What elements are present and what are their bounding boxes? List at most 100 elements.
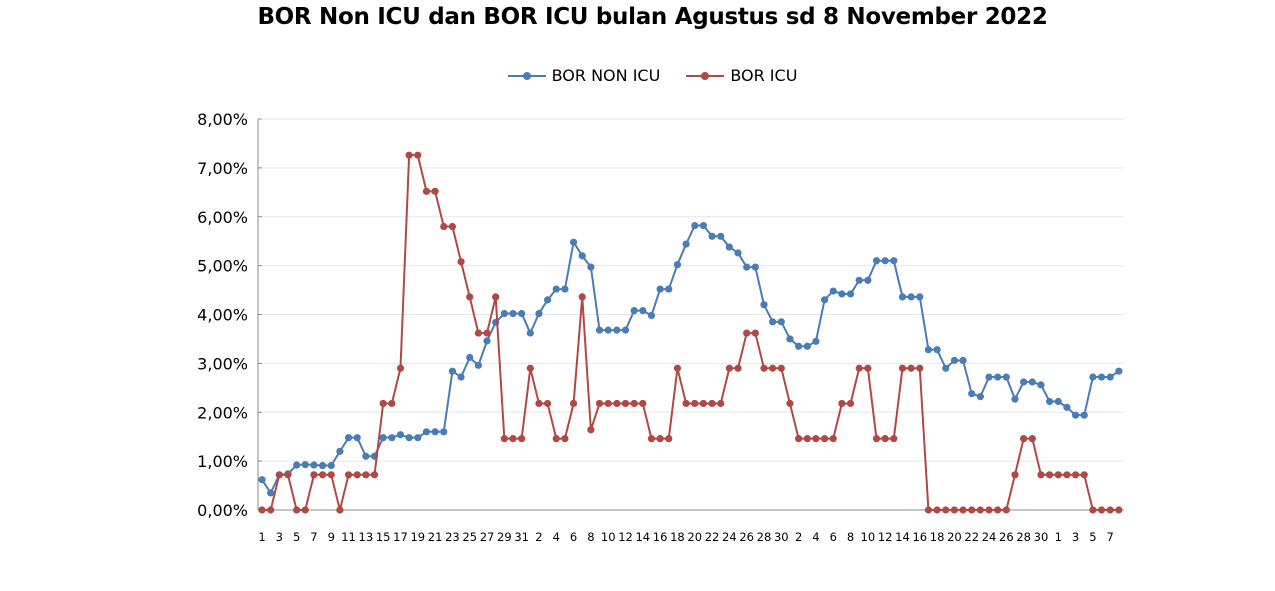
data-point-bor-non-icu bbox=[864, 276, 872, 284]
data-point-bor-non-icu bbox=[457, 373, 465, 381]
data-point-bor-non-icu bbox=[777, 318, 785, 326]
x-tick-label: 28 bbox=[757, 530, 772, 544]
x-tick-label: 30 bbox=[774, 530, 789, 544]
x-tick-label: 20 bbox=[687, 530, 702, 544]
data-point-bor-non-icu bbox=[924, 346, 933, 354]
x-tick-label: 23 bbox=[445, 530, 460, 544]
data-point-bor-non-icu bbox=[760, 301, 768, 309]
series-line-bor-icu bbox=[262, 154, 1119, 511]
data-point-bor-icu bbox=[613, 399, 621, 408]
data-point-bor-icu bbox=[994, 506, 1002, 514]
data-point-bor-non-icu bbox=[1097, 373, 1106, 381]
data-point-bor-non-icu bbox=[1011, 395, 1019, 403]
data-point-bor-non-icu bbox=[673, 261, 682, 269]
data-point-bor-icu bbox=[708, 399, 716, 408]
data-point-bor-non-icu bbox=[846, 290, 855, 298]
data-point-bor-icu bbox=[743, 329, 751, 337]
data-point-bor-non-icu bbox=[466, 353, 474, 362]
data-point-bor-icu bbox=[544, 399, 552, 408]
data-point-bor-icu bbox=[769, 364, 777, 372]
data-point-bor-icu bbox=[388, 399, 396, 408]
data-point-bor-non-icu bbox=[344, 434, 353, 442]
data-point-bor-icu bbox=[647, 435, 656, 443]
data-point-bor-icu bbox=[275, 471, 283, 479]
data-point-bor-icu bbox=[872, 435, 881, 443]
chart-title: BOR Non ICU dan BOR ICU bulan Agustus sd… bbox=[257, 4, 1048, 30]
data-point-bor-icu bbox=[942, 506, 950, 514]
x-tick-label: 3 bbox=[1072, 530, 1079, 544]
data-point-bor-non-icu bbox=[500, 309, 508, 318]
x-tick-label: 1 bbox=[1055, 530, 1062, 544]
data-point-bor-icu bbox=[751, 329, 759, 337]
data-point-bor-icu bbox=[777, 364, 785, 372]
data-point-bor-icu bbox=[881, 435, 889, 443]
x-tick-label: 18 bbox=[670, 530, 685, 544]
data-point-bor-non-icu bbox=[613, 326, 621, 334]
data-point-bor-icu bbox=[665, 435, 673, 443]
data-point-bor-non-icu bbox=[1115, 367, 1123, 375]
x-tick-label: 26 bbox=[739, 530, 754, 544]
data-point-bor-non-icu bbox=[327, 461, 335, 470]
x-tick-label: 7 bbox=[310, 530, 317, 544]
data-point-bor-icu bbox=[396, 364, 405, 372]
data-point-bor-non-icu bbox=[751, 263, 759, 271]
data-point-bor-icu bbox=[336, 506, 344, 514]
data-point-bor-non-icu bbox=[812, 337, 820, 345]
data-point-bor-icu bbox=[838, 399, 846, 408]
data-point-bor-icu bbox=[864, 364, 872, 372]
data-point-bor-non-icu bbox=[665, 285, 673, 293]
data-point-bor-non-icu bbox=[362, 452, 370, 460]
data-point-bor-non-icu bbox=[318, 461, 327, 470]
x-tick-label: 10 bbox=[861, 530, 876, 544]
y-tick-label: 0,00% bbox=[197, 501, 248, 520]
data-point-bor-icu bbox=[1054, 471, 1062, 479]
data-point-bor-non-icu bbox=[639, 306, 647, 315]
data-point-bor-non-icu bbox=[743, 263, 751, 271]
data-point-bor-non-icu bbox=[604, 326, 612, 334]
data-point-bor-icu bbox=[500, 435, 508, 443]
legend: BOR NON ICU BOR ICU bbox=[0, 66, 1275, 85]
data-point-bor-non-icu bbox=[448, 367, 457, 375]
data-point-bor-non-icu bbox=[1089, 373, 1097, 381]
data-point-bor-non-icu bbox=[336, 447, 344, 455]
data-point-bor-icu bbox=[526, 364, 534, 372]
data-point-bor-non-icu bbox=[1002, 373, 1010, 381]
data-point-bor-icu bbox=[933, 506, 941, 514]
data-point-bor-icu bbox=[344, 471, 353, 479]
data-point-bor-icu bbox=[561, 435, 569, 443]
data-point-bor-non-icu bbox=[786, 335, 794, 343]
data-point-bor-non-icu bbox=[994, 373, 1002, 381]
data-point-bor-icu bbox=[474, 329, 482, 337]
data-point-bor-icu bbox=[569, 399, 578, 408]
data-point-bor-icu bbox=[907, 364, 915, 372]
data-point-bor-non-icu bbox=[691, 221, 699, 230]
x-tick-label: 29 bbox=[497, 530, 512, 544]
data-point-bor-icu bbox=[1011, 471, 1019, 479]
data-point-bor-non-icu bbox=[699, 221, 708, 230]
data-point-bor-non-icu bbox=[1020, 378, 1028, 386]
data-point-bor-icu bbox=[760, 364, 768, 372]
x-tick-label: 21 bbox=[428, 530, 443, 544]
data-point-bor-icu bbox=[595, 399, 604, 408]
data-point-bor-icu bbox=[829, 435, 837, 443]
x-tick-label: 12 bbox=[618, 530, 633, 544]
data-point-bor-non-icu bbox=[1080, 411, 1088, 419]
data-point-bor-icu bbox=[924, 506, 933, 514]
data-point-bor-non-icu bbox=[942, 364, 950, 372]
x-tick-label: 15 bbox=[376, 530, 391, 544]
data-point-bor-non-icu bbox=[1037, 381, 1045, 389]
legend-item-bor-non-icu: BOR NON ICU bbox=[507, 66, 660, 85]
data-point-bor-non-icu bbox=[1028, 378, 1036, 386]
x-tick-label: 4 bbox=[812, 530, 819, 544]
data-point-bor-icu bbox=[518, 435, 526, 443]
x-tick-label: 24 bbox=[982, 530, 997, 544]
data-point-bor-icu bbox=[803, 435, 811, 443]
data-point-bor-non-icu bbox=[267, 489, 275, 497]
data-point-bor-non-icu bbox=[838, 290, 846, 298]
x-tick-label: 18 bbox=[930, 530, 945, 544]
x-tick-label: 8 bbox=[847, 530, 854, 544]
data-point-bor-non-icu bbox=[1071, 411, 1080, 419]
data-point-bor-non-icu bbox=[682, 240, 690, 248]
data-point-bor-icu bbox=[786, 399, 794, 408]
